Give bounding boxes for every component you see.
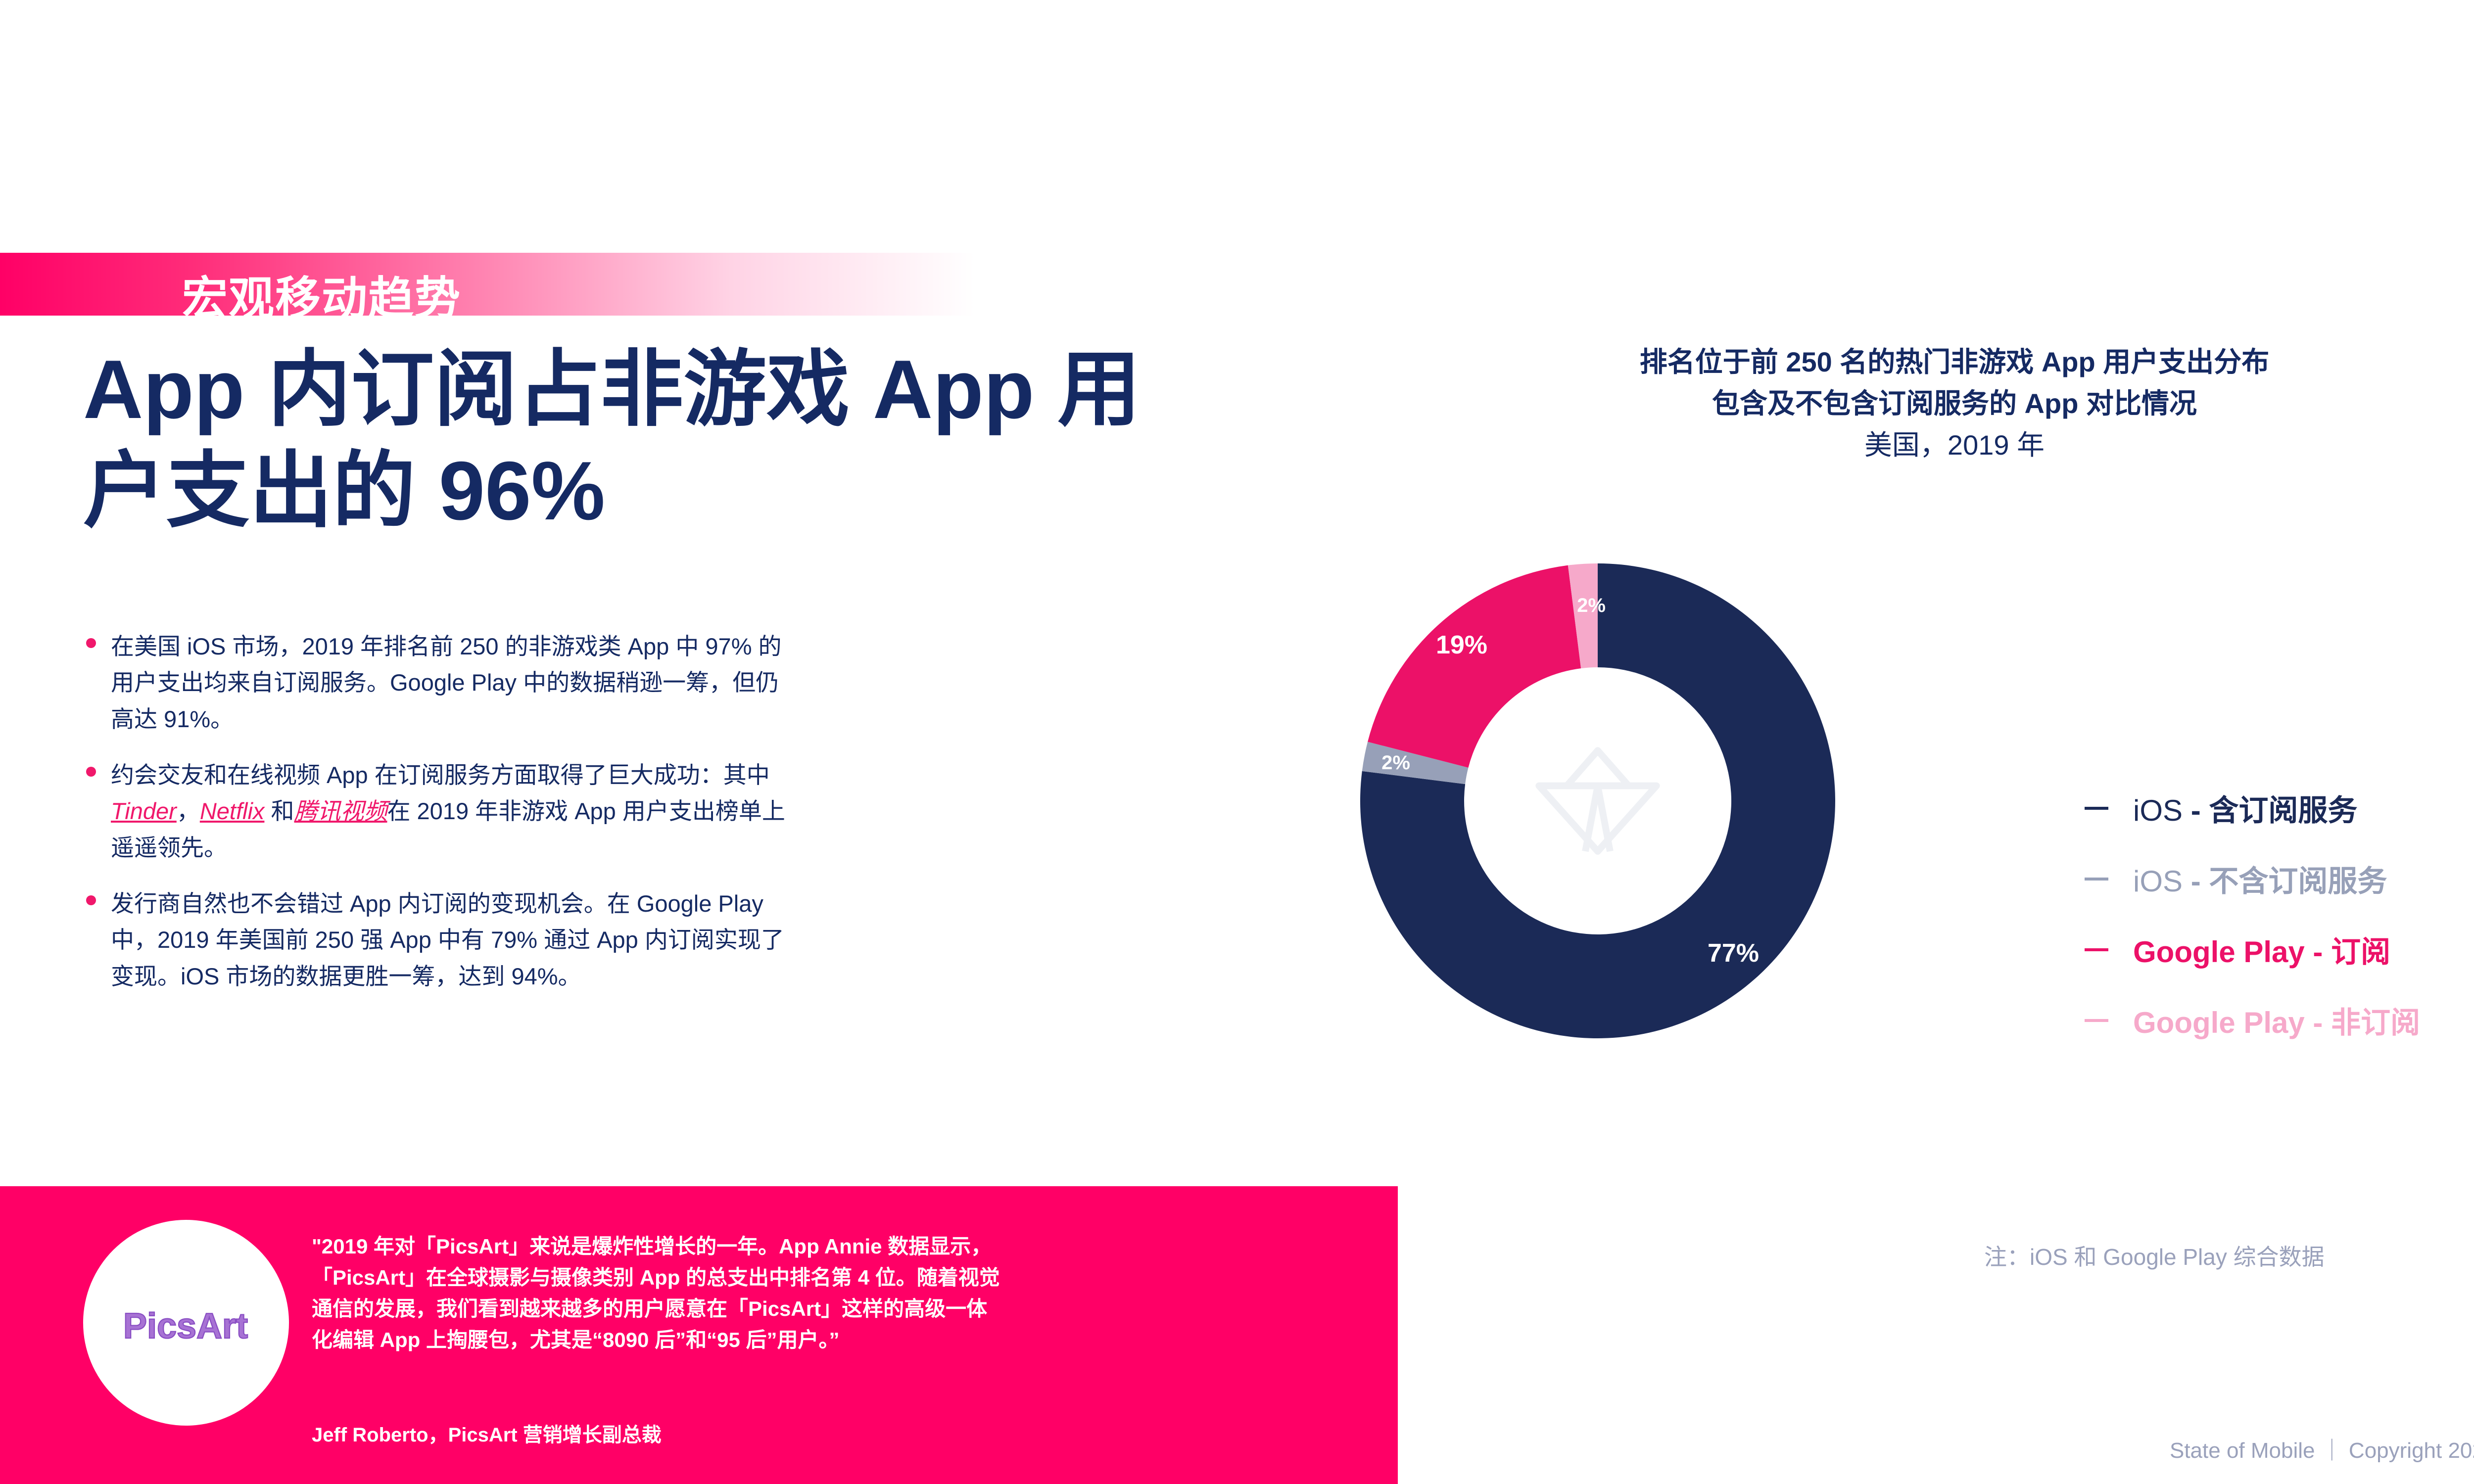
svg-text:2%: 2% [1577, 595, 1606, 616]
svg-text:77%: 77% [1708, 939, 1759, 968]
svg-text:2%: 2% [1381, 752, 1410, 774]
svg-text:19%: 19% [1436, 631, 1487, 659]
svg-text:PicsArt: PicsArt [123, 1306, 248, 1346]
